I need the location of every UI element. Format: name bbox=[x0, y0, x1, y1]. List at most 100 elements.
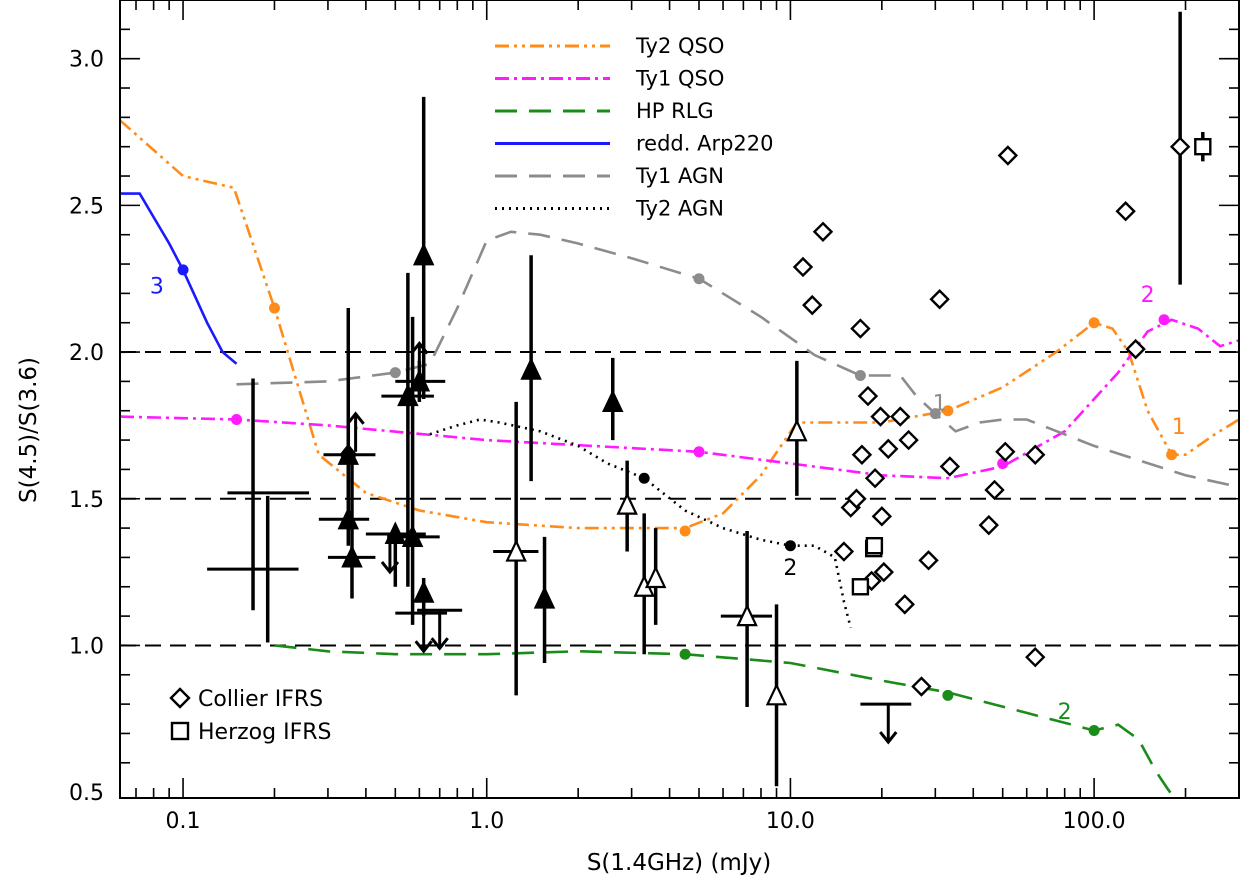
collier-ifrs-point bbox=[1169, 136, 1191, 157]
legend-marker-square bbox=[170, 721, 190, 741]
curve-label-arp220: 3 bbox=[150, 274, 164, 299]
redshift-marker-ty1agn bbox=[693, 273, 705, 285]
open-triangle bbox=[765, 682, 788, 706]
marker-legend: Collier IFRS Herzog IFRS bbox=[169, 687, 331, 745]
collier-ifrs-point bbox=[792, 256, 814, 278]
curve-redshift-labels: 3 2 1 2 1 2 bbox=[150, 274, 1186, 724]
redshift-marker-ty2qso bbox=[679, 525, 691, 537]
reference-lines bbox=[120, 351, 1239, 647]
series-line-ty2agn bbox=[429, 418, 852, 629]
legend-label-ty1qso: Ty1 QSO bbox=[635, 67, 724, 91]
legend-label-ty1agn: Ty1 AGN bbox=[635, 164, 724, 188]
collier-ifrs-point bbox=[864, 468, 886, 489]
collier-ifrs-point bbox=[911, 676, 932, 697]
collier-ifrs-point bbox=[918, 550, 939, 571]
open-triangle bbox=[786, 418, 808, 442]
collier-ifrs-point bbox=[890, 406, 911, 427]
collier-ifrs-point bbox=[939, 456, 961, 477]
open-triangle bbox=[616, 492, 638, 515]
lower-limit-arrow-head bbox=[346, 411, 365, 425]
upper-limit-arrow-head bbox=[879, 731, 898, 745]
collier-ifrs-point bbox=[929, 289, 950, 310]
series-line-arp220 bbox=[120, 192, 238, 365]
lower-limit-arrow-head bbox=[339, 443, 358, 458]
upper-limit-arrow-head bbox=[380, 561, 400, 575]
curve-label-ty2qso: 1 bbox=[1172, 415, 1186, 440]
x-tick-label: 1.0 bbox=[469, 809, 504, 834]
curve-label-ty2agn: 2 bbox=[783, 556, 797, 581]
collier-ifrs-point bbox=[812, 221, 834, 242]
filled-triangle bbox=[412, 580, 435, 603]
redshift-marker-ty1agn bbox=[929, 408, 941, 420]
redshift-marker-ty2qso bbox=[1166, 449, 1178, 461]
herzog-ifrs-point bbox=[1194, 137, 1212, 156]
redshift-marker-ty1qso bbox=[1158, 314, 1170, 326]
x-tick-label: 0.1 bbox=[166, 809, 201, 834]
collier-ifrs-point bbox=[857, 385, 879, 407]
x-axis-title: S(1.4GHz) (mJy) bbox=[587, 850, 771, 876]
collier-ifrs-point bbox=[870, 406, 891, 427]
collier-ifrs-point bbox=[1115, 201, 1136, 222]
lower-limit-arrow-head bbox=[410, 340, 429, 355]
y-tick-label: 0.5 bbox=[69, 781, 104, 806]
plot-frame bbox=[119, 0, 1240, 799]
open-triangle bbox=[505, 538, 527, 562]
collier-ifrs-point bbox=[802, 294, 823, 316]
y-tick-label: 1.5 bbox=[69, 488, 104, 513]
collier-ifrs-point bbox=[1125, 338, 1146, 360]
collier-ifrs-point bbox=[873, 561, 894, 583]
data-points bbox=[207, 11, 1212, 787]
legend-label-ty2qso: Ty2 QSO bbox=[635, 34, 724, 58]
upper-limit-arrow-head bbox=[430, 637, 449, 651]
redshift-marker-ty2agn bbox=[784, 540, 796, 552]
curve-label-ty1agn: 1 bbox=[933, 392, 947, 417]
series-legend: Ty2 QSO Ty1 QSO HP RLG redd. Arp220 Ty1 AGN T… bbox=[495, 34, 774, 221]
filled-triangle bbox=[520, 357, 542, 380]
collier-ifrs-point bbox=[833, 541, 855, 562]
series-line-ty1agn bbox=[236, 230, 1239, 489]
redshift-marker-ty1agn bbox=[389, 367, 401, 379]
collier-ifrs-point bbox=[846, 488, 867, 509]
collier-ifrs-point bbox=[850, 318, 871, 339]
redshift-marker-arp220 bbox=[177, 264, 189, 276]
y-tick-label: 1.0 bbox=[69, 634, 104, 659]
herzog-ifrs-point bbox=[865, 536, 884, 555]
curve-label-hprlg: 2 bbox=[1058, 700, 1072, 725]
redshift-marker-ty1qso bbox=[231, 414, 243, 426]
legend-label-arp220: redd. Arp220 bbox=[636, 132, 774, 156]
legend-label-hprlg: HP RLG bbox=[636, 99, 714, 123]
redshift-marker-ty2qso bbox=[942, 405, 954, 417]
open-triangle bbox=[736, 603, 758, 627]
filled-triangle bbox=[341, 544, 363, 568]
open-triangle bbox=[644, 565, 667, 589]
series-line-hprlg bbox=[274, 644, 1177, 798]
legend-marker-label: Herzog IFRS bbox=[198, 720, 331, 745]
model-curves bbox=[120, 119, 1239, 798]
collier-ifrs-point bbox=[978, 514, 999, 536]
collier-ifrs-point bbox=[1025, 444, 1046, 465]
axes: 0.1 1.0 10.0 100.0 0.5 1.0 1.5 2.0 2.5 3.0 bbox=[69, 0, 1240, 834]
redshift-marker-hprlg bbox=[679, 648, 691, 660]
y-tick-label: 3.0 bbox=[69, 48, 104, 73]
legend-marker-diamond bbox=[169, 687, 191, 709]
redshift-marker-ty1qso bbox=[693, 446, 705, 458]
x-tick-label: 100.0 bbox=[1063, 809, 1126, 834]
series-line-ty1qso bbox=[120, 318, 1239, 480]
redshift-marker-ty2agn bbox=[638, 472, 650, 484]
legend-marker-label: Collier IFRS bbox=[198, 687, 323, 712]
redshift-marker-ty1agn bbox=[854, 370, 866, 382]
y-tick-label: 2.0 bbox=[69, 341, 104, 366]
redshift-marker-hprlg bbox=[942, 689, 954, 701]
filled-triangle bbox=[602, 389, 624, 413]
collier-ifrs-point bbox=[997, 145, 1019, 166]
curve-label-ty1qso: 2 bbox=[1141, 283, 1155, 308]
series-line-ty2qso bbox=[120, 119, 1239, 530]
collier-ifrs-point bbox=[995, 441, 1016, 463]
y-tick-label: 2.5 bbox=[69, 194, 104, 219]
legend-label-ty2agn: Ty2 AGN bbox=[635, 197, 724, 221]
redshift-marker-hprlg bbox=[1088, 725, 1100, 737]
y-axis-title: S(4.5)/S(3.6) bbox=[16, 357, 42, 503]
collier-ifrs-point bbox=[871, 506, 893, 527]
collier-ifrs-point bbox=[851, 444, 873, 465]
